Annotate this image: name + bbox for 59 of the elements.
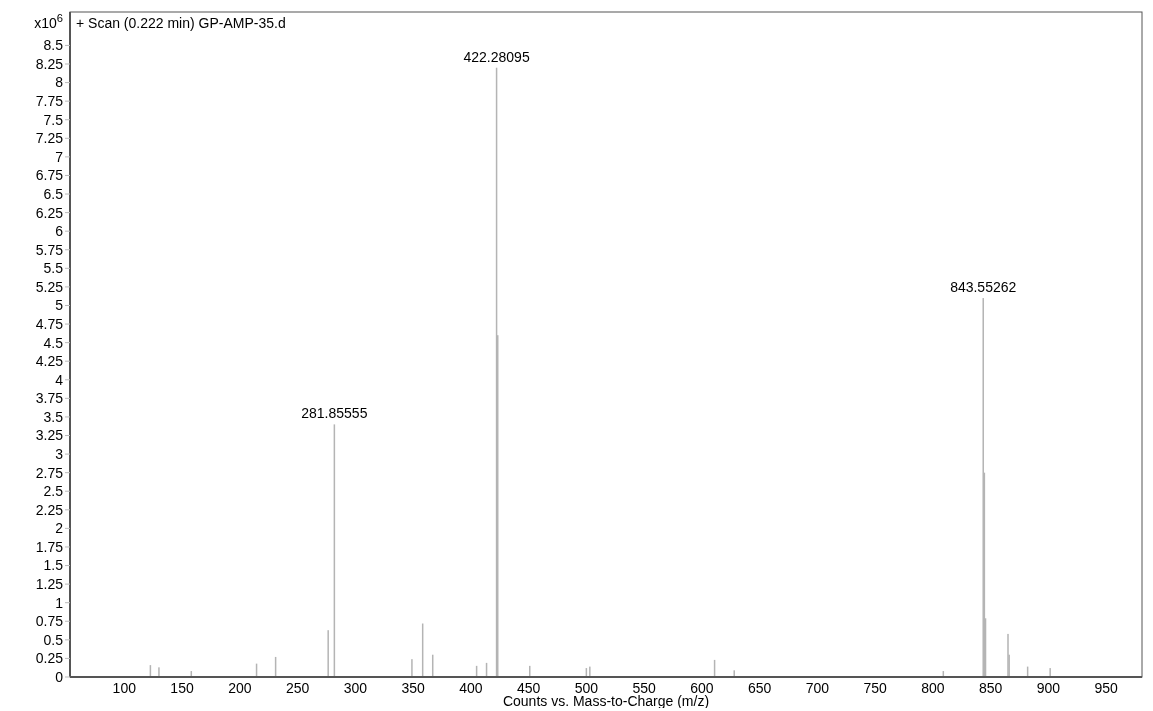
x-axis-title: Counts vs. Mass-to-Charge (m/z) [502,693,710,709]
annotation: 281.85555 [301,405,368,422]
y-tick-label: 4 [55,371,64,388]
x-tick-label: 200 [228,680,252,696]
y-tick-label: 6.25 [35,204,64,221]
y-tick-label: 5.75 [35,241,64,258]
x-tick-label: 500 [574,680,599,696]
y-tick-label: 5.25 [35,278,64,295]
y-tick-label: 0.25 [35,650,64,667]
annotation: 843.55262 [950,279,1017,296]
x-tick-label: 700 [805,680,830,696]
x-tick-label: 800 [921,680,945,696]
y-tick-label: 7 [55,148,64,165]
y-tick-label: 3.25 [35,427,64,444]
y-tick-label: 4.25 [35,353,64,370]
y-tick-label: 0 [55,668,64,685]
y-tick-label: 2.75 [35,464,64,481]
y-tick-label: 8.25 [35,55,64,72]
x-tick-label: 300 [343,680,368,696]
y-tick-label: 7.75 [35,93,64,110]
annotation: 422.28095 [463,48,530,65]
y-tick-label: 0.5 [43,631,64,648]
x-tick-label: 750 [863,680,888,696]
y-tick-label: 5.5 [43,260,64,277]
y-tick-label: 7.5 [43,111,64,128]
x-tick-label: 150 [170,680,194,696]
y-tick-label: 5 [55,297,64,314]
x-tick-label: 550 [632,680,657,696]
y-tick-label: 6.5 [43,185,64,202]
x-tick-label: 350 [401,680,425,696]
x-tick-label: 950 [1094,680,1119,696]
x-tick-label: 650 [747,680,772,696]
y-tick-label: 6 [55,223,64,240]
x-tick-label: 450 [516,680,541,696]
x-tick-label: 850 [978,680,1003,696]
x-tick-label: 250 [285,680,310,696]
x-tick-label: 400 [459,680,483,696]
y-tick-label: 2.25 [35,501,64,518]
y-tick-label: 1 [55,594,64,611]
y-tick-label: 4.5 [43,334,64,351]
chart-title: + Scan (0.222 min) GP-AMP-35.d [76,15,286,31]
y-tick-label: 3.75 [35,390,64,407]
y-tick-label: 6.75 [35,167,64,184]
y-tick-label: 1.25 [35,576,64,593]
x-tick-label: 600 [690,680,714,696]
y-tick-label: 1.5 [43,557,64,574]
y-tick-label: 3 [55,445,64,462]
y-tick-label: 1.75 [35,538,64,555]
y-tick-label: 7.25 [35,130,64,147]
y-tick-label: 2.5 [43,483,64,500]
y-axis-title: x10$^{6}$ [34,12,63,31]
y-tick-label: 8 [55,74,64,91]
x-tick-label: 900 [1036,680,1061,696]
x-tick-label: 100 [112,680,137,696]
y-tick-label: 4.75 [35,315,64,332]
y-tick-label: 2 [55,520,64,537]
y-tick-label: 3.5 [43,408,64,425]
y-tick-label: 0.75 [35,613,64,630]
y-tick-label: 8.5 [43,37,64,54]
